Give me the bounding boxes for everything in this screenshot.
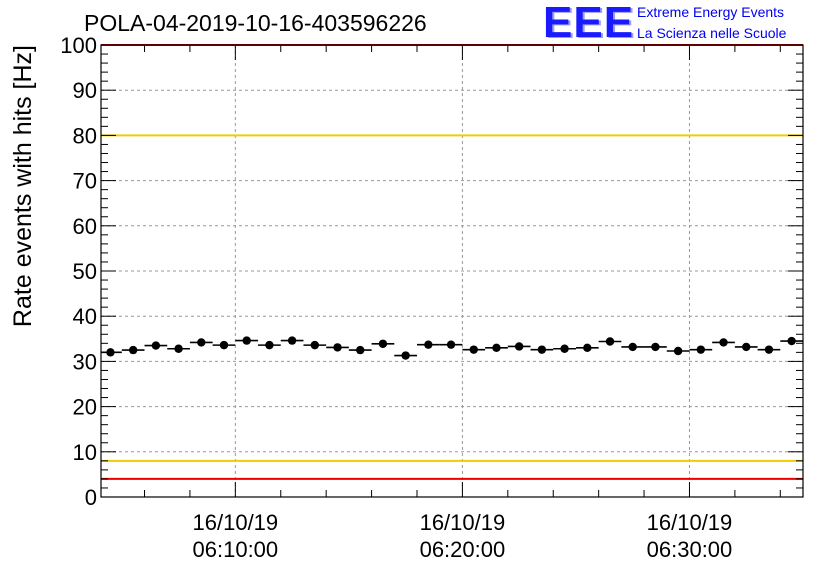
- data-point: [583, 343, 592, 353]
- data-point: [242, 336, 251, 345]
- x-tick-date-label: 16/10/19: [420, 510, 506, 535]
- data-point: [310, 340, 320, 350]
- data-point: [628, 342, 637, 352]
- logo-subtitle-line1: Extreme Energy Events: [637, 4, 785, 20]
- data-point: [401, 351, 410, 360]
- data-point: [128, 345, 138, 355]
- data-point: [469, 345, 478, 354]
- data-point: [651, 342, 660, 352]
- data-point: [378, 339, 388, 348]
- y-tick-label: 90: [73, 78, 97, 103]
- data-point: [287, 336, 297, 345]
- y-tick-label: 40: [73, 304, 97, 329]
- y-tick-label: 70: [73, 169, 97, 194]
- data-point: [174, 344, 183, 353]
- y-tick-label: 10: [73, 440, 97, 465]
- data-point: [514, 342, 524, 351]
- data-point: [787, 336, 796, 346]
- data-point: [764, 345, 774, 354]
- y-tick-label: 50: [73, 259, 97, 284]
- data-point: [356, 345, 365, 355]
- x-tick-time-label: 06:20:00: [420, 537, 506, 562]
- data-point: [446, 340, 456, 349]
- data-point: [719, 338, 728, 347]
- eee-logo: EEE: [543, 0, 635, 47]
- y-tick-label: 20: [73, 395, 97, 420]
- x-tick-date-label: 16/10/19: [647, 510, 733, 535]
- data-point: [673, 346, 683, 356]
- data-point: [696, 345, 706, 354]
- data-point: [560, 344, 569, 353]
- y-tick-label: 80: [73, 123, 97, 148]
- y-tick-label: 30: [73, 349, 97, 374]
- logo-subtitle-line2: La Scienza nelle Scuole: [637, 25, 787, 41]
- x-tick-date-label: 16/10/19: [193, 510, 279, 535]
- data-point: [333, 343, 342, 352]
- x-tick-time-label: 06:30:00: [647, 537, 733, 562]
- data-point: [106, 348, 115, 357]
- data-point: [197, 338, 206, 347]
- x-tick-time-label: 06:10:00: [193, 537, 279, 562]
- data-point: [742, 342, 751, 352]
- data-point: [424, 340, 433, 349]
- data-point: [492, 343, 501, 353]
- data-point: [537, 345, 547, 354]
- y-tick-label: 0: [85, 485, 97, 510]
- data-point: [151, 341, 161, 350]
- chart-title: POLA-04-2019-10-16-403596226: [84, 10, 427, 36]
- y-tick-label: 60: [73, 214, 97, 239]
- data-point: [605, 337, 615, 346]
- y-tick-label: 100: [60, 33, 97, 58]
- data-point: [219, 340, 229, 350]
- data-point: [265, 340, 274, 350]
- y-axis-label: Rate events with hits [Hz]: [9, 45, 37, 327]
